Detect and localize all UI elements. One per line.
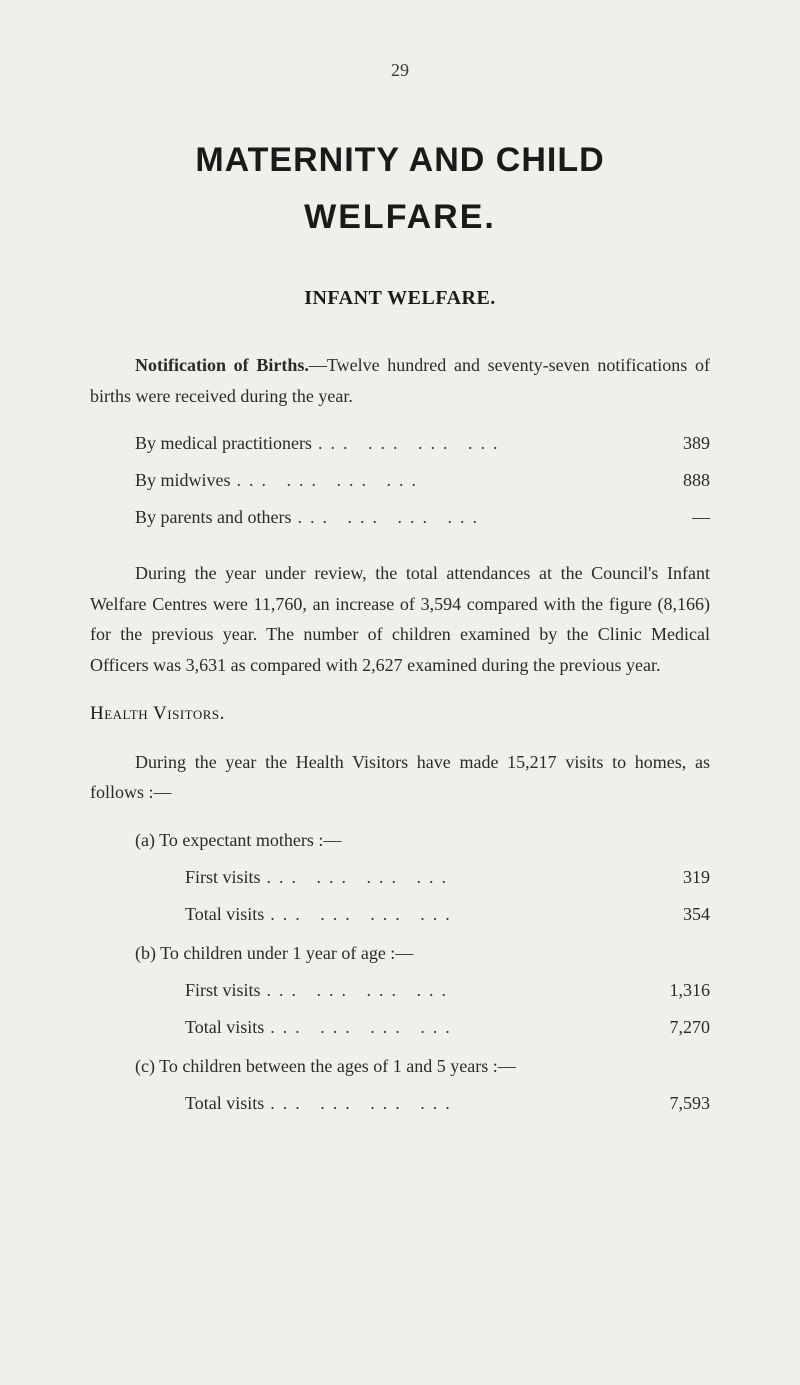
main-title: MATERNITY AND CHILD: [90, 141, 710, 180]
stat-row: Total visits ... ... ... ... 354: [185, 904, 710, 925]
sub-title: WELFARE.: [90, 198, 710, 237]
subsection-c-header: (c) To children between the ages of 1 an…: [135, 1056, 710, 1077]
attendance-paragraph: During the year under review, the total …: [90, 558, 710, 680]
stat-value: —: [640, 507, 710, 528]
stat-label: Total visits: [185, 1093, 264, 1114]
stat-label: By parents and others: [135, 507, 291, 528]
stat-label: Total visits: [185, 1017, 264, 1038]
stat-value: 888: [640, 470, 710, 491]
stat-value: 389: [640, 433, 710, 454]
subsection-b-header: (b) To children under 1 year of age :—: [135, 943, 710, 964]
subsection-a-header: (a) To expectant mothers :—: [135, 830, 710, 851]
stat-row: Total visits ... ... ... ... 7,593: [185, 1093, 710, 1114]
birth-stats-list: By medical practitioners ... ... ... ...…: [135, 433, 710, 528]
stat-value: 7,593: [640, 1093, 710, 1114]
section-title-infant-welfare: INFANT WELFARE.: [90, 287, 710, 310]
subsection-c-list: Total visits ... ... ... ... 7,593: [185, 1093, 710, 1114]
stat-value: 1,316: [640, 980, 710, 1001]
subsection-a-list: First visits ... ... ... ... 319 Total v…: [185, 867, 710, 925]
page-number: 29: [90, 60, 710, 81]
stat-value: 354: [640, 904, 710, 925]
stat-row: Total visits ... ... ... ... 7,270: [185, 1017, 710, 1038]
stat-dots: ... ... ... ...: [261, 867, 640, 888]
stat-dots: ... ... ... ...: [231, 470, 640, 491]
stat-value: 319: [640, 867, 710, 888]
stat-label: By medical practitioners: [135, 433, 312, 454]
visits-paragraph: During the year the Health Visitors have…: [90, 747, 710, 808]
stat-dots: ... ... ... ...: [264, 1093, 640, 1114]
stat-row: First visits ... ... ... ... 319: [185, 867, 710, 888]
health-visitors-heading: Health Visitors.: [90, 703, 710, 725]
stat-row: By medical practitioners ... ... ... ...…: [135, 433, 710, 454]
stat-label: First visits: [185, 980, 261, 1001]
stat-label: By midwives: [135, 470, 231, 491]
stat-dots: ... ... ... ...: [264, 1017, 640, 1038]
stat-value: 7,270: [640, 1017, 710, 1038]
stat-dots: ... ... ... ...: [312, 433, 640, 454]
stat-row: By parents and others ... ... ... ... —: [135, 507, 710, 528]
stat-label: Total visits: [185, 904, 264, 925]
stat-dots: ... ... ... ...: [291, 507, 640, 528]
subsection-b-list: First visits ... ... ... ... 1,316 Total…: [185, 980, 710, 1038]
stat-row: First visits ... ... ... ... 1,316: [185, 980, 710, 1001]
stat-label: First visits: [185, 867, 261, 888]
stat-dots: ... ... ... ...: [264, 904, 640, 925]
stat-row: By midwives ... ... ... ... 888: [135, 470, 710, 491]
stat-dots: ... ... ... ...: [261, 980, 640, 1001]
intro-lead: Notification of Births.: [135, 355, 309, 375]
intro-paragraph: Notification of Births.—Twelve hundred a…: [90, 350, 710, 411]
